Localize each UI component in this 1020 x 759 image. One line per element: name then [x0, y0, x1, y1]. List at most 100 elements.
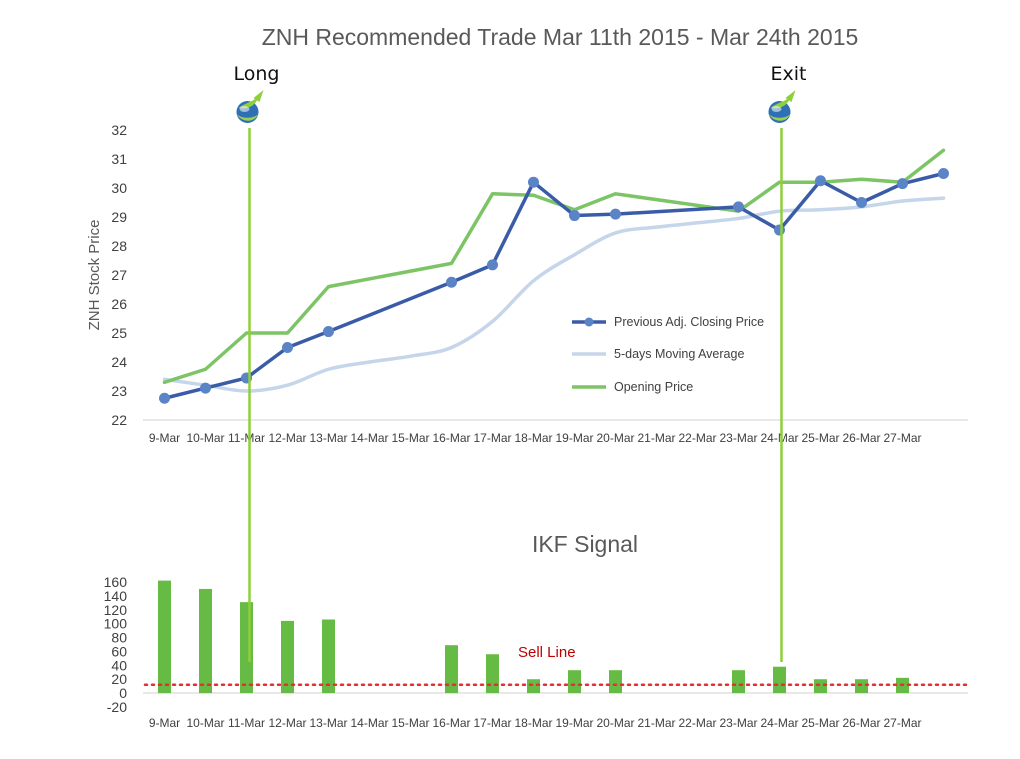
price-y-tick-label: 25 [111, 325, 127, 341]
signal-x-tick-label: 27-Mar [883, 716, 921, 730]
price-series-layer [159, 148, 949, 404]
price-y-axis-label: ZNH Stock Price [86, 220, 103, 331]
signal-x-tick-label: 10-Mar [186, 716, 224, 730]
closing-price-point [200, 382, 211, 394]
closing-price-point [159, 392, 170, 404]
price-x-tick-label: 18-Mar [514, 431, 552, 445]
closing-price-point [856, 197, 867, 208]
sell-line-layer: Sell Line [143, 644, 970, 687]
legend: Previous Adj. Closing Price 5-days Moving… [572, 315, 764, 394]
price-y-tick-label: 31 [111, 151, 127, 167]
signal-x-ticks: 9-Mar 10-Mar 11-Mar 12-Mar 13-Mar 14-Mar 15-Ma… [149, 716, 922, 730]
price-x-ticks: 9-Mar 10-Mar 11-Mar 12-Mar 13-Mar 14-Mar 15-Ma… [149, 431, 922, 445]
signal-x-tick-label: 20-Mar [596, 716, 634, 730]
legend-marker [584, 317, 594, 327]
price-chart-title: ZNH Recommended Trade Mar 11th 2015 - Ma… [262, 24, 859, 50]
closing-price-point [569, 210, 580, 222]
closing-price-line [162, 171, 946, 400]
price-x-tick-label: 23-Mar [719, 431, 757, 445]
price-y-tick-label: 26 [111, 296, 127, 312]
price-x-tick-label: 25-Mar [801, 431, 839, 445]
closing-price-point [528, 176, 539, 188]
price-y-tick-label: 28 [111, 238, 127, 254]
signal-bar [322, 619, 335, 694]
closing-price-point [733, 201, 744, 213]
signal-bar [486, 654, 499, 694]
signal-bar [773, 666, 786, 694]
signal-x-tick-label: 24-Mar [760, 716, 798, 730]
signal-x-tick-label: 21-Mar [637, 716, 675, 730]
price-x-tick-label: 13-Mar [309, 431, 347, 445]
signal-x-tick-label: 17-Mar [473, 716, 511, 730]
price-x-tick-label: 15-Mar [391, 431, 429, 445]
closing-price-point [774, 224, 785, 236]
globe-logo-icon [768, 90, 796, 123]
signal-x-tick-label: 11-Mar [228, 716, 265, 730]
signal-y-tick-label: 80 [111, 630, 127, 646]
closing-price-point [446, 276, 457, 288]
price-y-tick-label: 27 [111, 267, 127, 283]
price-x-tick-label: 11-Mar [228, 431, 265, 445]
trade-markers-layer: Long Exit [234, 63, 807, 662]
closing-price-point [282, 342, 293, 353]
signal-bar [855, 679, 868, 694]
price-x-tick-label: 22-Mar [678, 431, 716, 445]
globe-logo-icon [236, 90, 264, 123]
signal-y-tick-label: 120 [104, 602, 128, 618]
signal-bar [568, 670, 581, 694]
signal-chart-title: IKF Signal [532, 531, 638, 557]
signal-y-tick-label: -20 [107, 699, 127, 715]
signal-x-tick-label: 16-Mar [432, 716, 470, 730]
signal-x-tick-label: 15-Mar [391, 716, 429, 730]
signal-x-tick-label: 22-Mar [678, 716, 716, 730]
trade-marker-label: Exit [771, 63, 807, 85]
price-x-tick-label: 14-Mar [350, 431, 388, 445]
signal-bar [445, 645, 458, 694]
signal-y-tick-label: 160 [104, 574, 128, 590]
signal-y-tick-label: 40 [111, 657, 127, 673]
signal-x-tick-label: 23-Mar [719, 716, 757, 730]
signal-x-tick-label: 19-Mar [555, 716, 593, 730]
price-x-tick-label: 26-Mar [842, 431, 880, 445]
closing-price-point [815, 175, 826, 187]
price-x-tick-label: 17-Mar [473, 431, 511, 445]
signal-bar [814, 679, 827, 694]
signal-x-tick-label: 9-Mar [149, 716, 180, 730]
price-y-tick-label: 30 [111, 180, 127, 196]
signal-bar [732, 670, 745, 694]
signal-bar [527, 679, 540, 694]
closing-price-point [487, 259, 498, 271]
price-y-tick-label: 24 [111, 354, 127, 370]
price-x-tick-label: 10-Mar [186, 431, 224, 445]
price-x-tick-label: 24-Mar [760, 431, 798, 445]
signal-y-tick-label: 0 [119, 685, 127, 701]
signal-bars-layer [158, 580, 909, 694]
signal-bar [199, 588, 212, 694]
signal-bar [158, 580, 171, 694]
signal-x-tick-label: 14-Mar [350, 716, 388, 730]
moving-average-line [162, 196, 946, 393]
signal-x-tick-label: 18-Mar [514, 716, 552, 730]
legend-entry-label: 5-days Moving Average [614, 347, 744, 361]
closing-price-point [610, 208, 621, 220]
price-y-ticks: 22 23 24 25 26 27 28 29 30 31 32 [111, 122, 127, 428]
signal-x-tick-label: 12-Mar [268, 716, 306, 730]
signal-x-tick-label: 13-Mar [309, 716, 347, 730]
price-y-tick-label: 22 [111, 412, 127, 428]
price-x-tick-label: 12-Mar [268, 431, 306, 445]
signal-bar [609, 670, 622, 694]
price-x-tick-label: 27-Mar [883, 431, 921, 445]
legend-entry-label: Opening Price [614, 380, 693, 394]
price-x-tick-label: 16-Mar [432, 431, 470, 445]
price-y-tick-label: 23 [111, 383, 127, 399]
signal-x-tick-label: 26-Mar [842, 716, 880, 730]
legend-entry-label: Previous Adj. Closing Price [614, 315, 764, 329]
signal-bar [281, 620, 294, 694]
signal-y-tick-label: 100 [104, 616, 128, 632]
closing-price-point [897, 178, 908, 190]
signal-x-tick-label: 25-Mar [801, 716, 839, 730]
trade-marker-label: Long [234, 63, 280, 85]
opening-price-line [162, 148, 946, 385]
